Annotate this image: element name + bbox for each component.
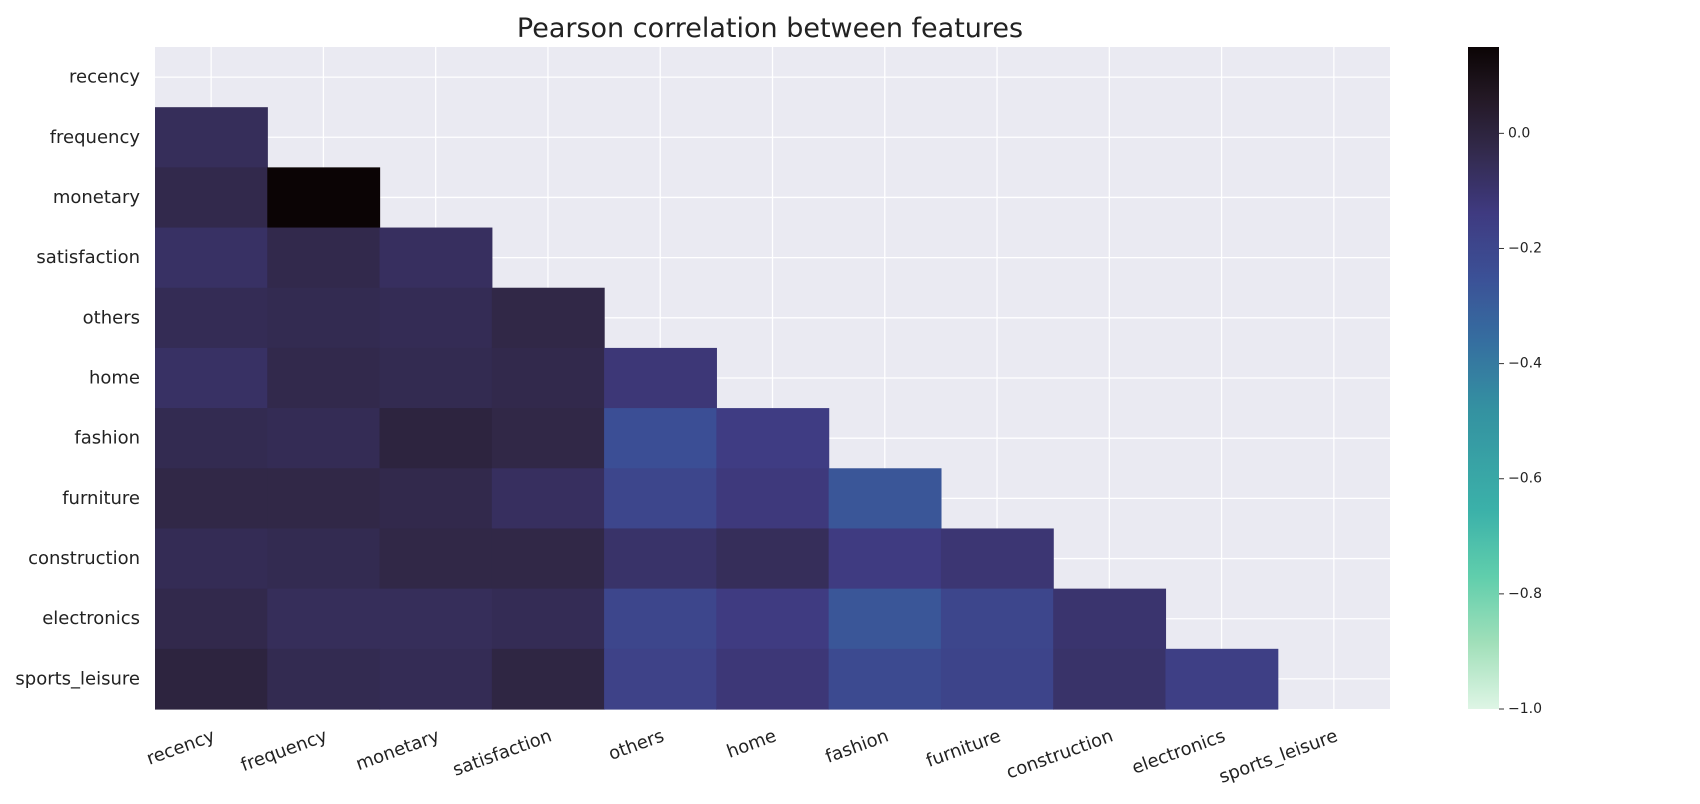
y-tick-label: sports_leisure bbox=[15, 668, 140, 689]
x-tick-label: sports_leisure bbox=[1216, 725, 1340, 787]
heatmap-cell bbox=[267, 528, 381, 590]
y-tick-label: construction bbox=[28, 548, 140, 569]
heatmap-cell bbox=[1053, 588, 1167, 650]
heatmap-cell bbox=[491, 408, 605, 469]
heatmap-cell bbox=[379, 287, 493, 349]
y-tick-label: electronics bbox=[42, 608, 140, 629]
heatmap-cell bbox=[604, 648, 717, 710]
heatmap-cell bbox=[940, 528, 1054, 590]
colorbar-tick-label: −1.0 bbox=[1508, 701, 1542, 717]
heatmap-cell bbox=[379, 408, 493, 469]
heatmap-cell bbox=[267, 287, 381, 349]
heatmap-cell bbox=[828, 588, 942, 650]
heatmap-cell bbox=[491, 347, 605, 409]
y-tick-label: frequency bbox=[50, 127, 141, 148]
y-tick-label: satisfaction bbox=[36, 247, 140, 268]
heatmap-cell bbox=[379, 588, 493, 650]
heatmap-cell bbox=[267, 347, 381, 409]
x-tick-label: construction bbox=[1004, 725, 1116, 783]
heatmap-cell bbox=[379, 528, 493, 590]
heatmap-cell bbox=[604, 468, 717, 530]
heatmap-cell bbox=[267, 227, 381, 289]
y-tick-label: monetary bbox=[53, 187, 141, 208]
heatmap-cell bbox=[716, 588, 830, 650]
x-tick-label: frequency bbox=[238, 725, 330, 776]
heatmap-cell bbox=[267, 648, 381, 710]
colorbar-tick-label: −0.2 bbox=[1508, 240, 1542, 256]
heatmap-cell bbox=[491, 648, 605, 710]
heatmap-cell bbox=[491, 287, 605, 349]
heatmap-cell bbox=[716, 648, 830, 710]
heatmap-cell bbox=[267, 408, 381, 469]
heatmap-cell bbox=[491, 468, 605, 530]
colorbar-tick-label: −0.6 bbox=[1508, 471, 1542, 487]
heatmap-cell bbox=[155, 167, 268, 229]
y-tick-label: others bbox=[83, 307, 140, 328]
x-tick-label: satisfaction bbox=[450, 725, 555, 780]
heatmap-cell bbox=[155, 528, 268, 590]
x-tick-label: electronics bbox=[1129, 725, 1228, 778]
colorbar-tick-label: 0.0 bbox=[1508, 125, 1530, 141]
heatmap-cell bbox=[604, 588, 717, 650]
heatmap-cell bbox=[828, 528, 942, 590]
heatmap-cell bbox=[940, 588, 1054, 650]
y-tick-label: fashion bbox=[74, 428, 140, 449]
x-tick-label: furniture bbox=[923, 725, 1003, 771]
heatmap-cell bbox=[379, 227, 493, 289]
x-tick-label: home bbox=[724, 725, 779, 762]
heatmap-cell bbox=[379, 468, 493, 530]
heatmap-cell bbox=[940, 648, 1054, 710]
heatmap-cell bbox=[1053, 648, 1167, 710]
heatmap-cell bbox=[604, 408, 717, 469]
colorbar bbox=[1468, 47, 1499, 709]
heatmap-cell bbox=[155, 408, 268, 469]
heatmap-cell bbox=[155, 468, 268, 530]
y-tick-label: recency bbox=[69, 67, 140, 88]
colorbar-tick-label: −0.4 bbox=[1508, 356, 1542, 372]
heatmap-cell bbox=[155, 648, 268, 710]
heatmap-cell bbox=[267, 468, 381, 530]
heatmap-cell bbox=[155, 287, 268, 349]
heatmap-cell bbox=[379, 347, 493, 409]
heatmap-cell bbox=[716, 408, 830, 469]
y-tick-label: furniture bbox=[62, 488, 140, 509]
heatmap-cell bbox=[491, 588, 605, 650]
heatmap-cell bbox=[155, 227, 268, 289]
heatmap-cell bbox=[828, 648, 942, 710]
x-tick-label: monetary bbox=[353, 725, 442, 775]
heatmap-cell bbox=[1165, 648, 1279, 710]
heatmap-cell bbox=[604, 528, 717, 590]
x-tick-label: recency bbox=[144, 725, 218, 769]
heatmap-cell bbox=[155, 347, 268, 409]
heatmap-cell bbox=[716, 468, 830, 530]
heatmap-cell bbox=[267, 167, 381, 229]
chart-title: Pearson correlation between features bbox=[517, 13, 1023, 44]
x-tick-label: fashion bbox=[823, 725, 892, 767]
y-tick-label: home bbox=[89, 368, 140, 389]
heatmap-cell bbox=[155, 107, 268, 168]
x-tick-label: others bbox=[606, 725, 667, 764]
heatmap-cell bbox=[379, 648, 493, 710]
heatmap-cell bbox=[267, 588, 381, 650]
colorbar-tick-label: −0.8 bbox=[1508, 586, 1542, 602]
heatmap-cell bbox=[491, 528, 605, 590]
heatmap-cell bbox=[155, 588, 268, 650]
heatmap-cell bbox=[604, 347, 717, 409]
heatmap-cell bbox=[828, 468, 942, 530]
heatmap-cell bbox=[716, 528, 830, 590]
